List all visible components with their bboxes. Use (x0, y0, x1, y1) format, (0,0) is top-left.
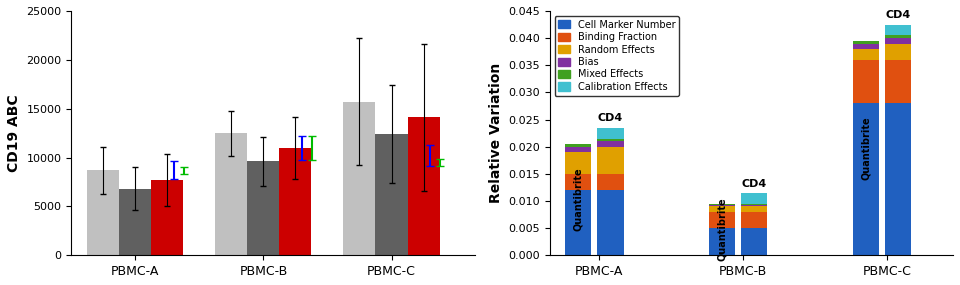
Bar (708, 212, 735, 228)
Bar (741, 193, 767, 204)
Y-axis label: CD19 ABC: CD19 ABC (7, 94, 21, 172)
Bar (885, 38, 911, 44)
Bar (708, 228, 735, 255)
Bar (564, 174, 591, 190)
Bar (741, 205, 767, 206)
Text: Quantibrite: Quantibrite (717, 198, 727, 261)
Bar (564, 190, 591, 255)
Bar (741, 228, 767, 255)
Bar (597, 139, 624, 141)
Bar (885, 35, 911, 38)
Bar (564, 144, 591, 147)
Bar (852, 103, 879, 255)
Bar (597, 128, 624, 139)
Text: CD4: CD4 (885, 10, 911, 20)
Bar (741, 204, 767, 205)
Bar (407, 117, 440, 255)
Bar (248, 162, 279, 255)
Bar (852, 41, 879, 44)
Legend: Cell Marker Number, Binding Fraction, Random Effects, Bias, Mixed Effects, Calib: Cell Marker Number, Binding Fraction, Ra… (555, 16, 680, 96)
Bar (215, 133, 248, 255)
Bar (708, 206, 735, 212)
Text: CD4: CD4 (741, 178, 767, 189)
Text: CD4: CD4 (598, 113, 623, 123)
Bar (885, 25, 911, 35)
Bar (597, 190, 624, 255)
Bar (852, 60, 879, 103)
Bar (119, 189, 152, 255)
Bar (344, 102, 375, 255)
Bar (597, 141, 624, 147)
Bar (708, 204, 735, 205)
Bar (597, 147, 624, 174)
Bar (87, 170, 119, 255)
Bar (597, 174, 624, 190)
Bar (564, 152, 591, 174)
Bar (741, 206, 767, 212)
Bar (708, 205, 735, 206)
Bar (885, 103, 911, 255)
Bar (279, 148, 311, 255)
Bar (885, 60, 911, 103)
Y-axis label: Relative Variation: Relative Variation (489, 63, 503, 203)
Text: Quantibrite: Quantibrite (861, 116, 871, 180)
Bar (564, 147, 591, 152)
Bar (375, 134, 407, 255)
Bar (852, 49, 879, 60)
Bar (885, 44, 911, 60)
Bar (152, 180, 183, 255)
Bar (741, 212, 767, 228)
Bar (852, 44, 879, 49)
Text: Quantibrite: Quantibrite (573, 168, 583, 231)
